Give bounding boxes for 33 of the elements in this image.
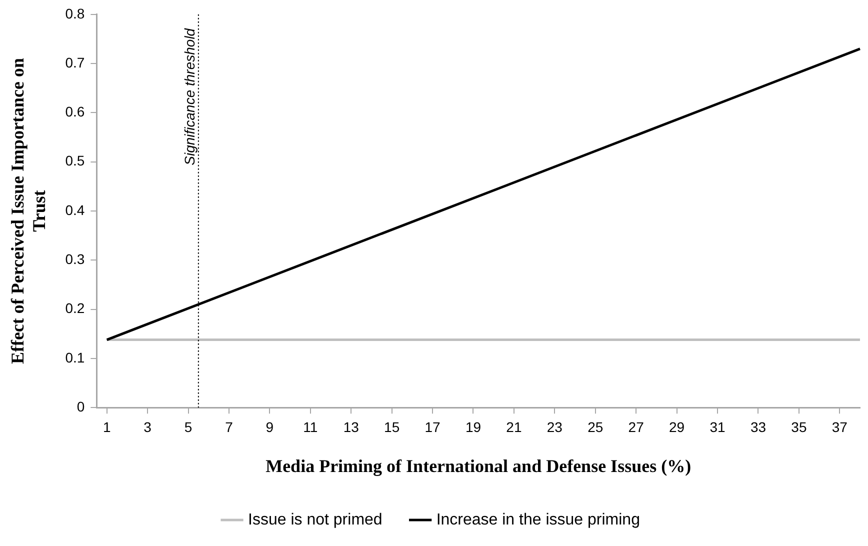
y-tick-label: 0 <box>76 398 85 414</box>
x-tick-label: 11 <box>303 418 318 435</box>
x-tick-label: 3 <box>144 418 152 435</box>
x-tick-label: 33 <box>750 418 766 435</box>
x-tick-label: 15 <box>384 418 400 435</box>
x-tick-label: 1 <box>102 418 111 435</box>
x-tick-label: 21 <box>506 418 522 435</box>
x-tick-label: 19 <box>465 418 482 435</box>
y-tick-label: 0.8 <box>65 5 85 22</box>
y-tick-label: 0.2 <box>65 300 85 316</box>
legend-label: Issue is not primed <box>248 511 382 528</box>
x-tick-label: 23 <box>546 418 563 435</box>
ref-line-label: Significance threshold <box>181 27 198 166</box>
y-tick-label: 0.1 <box>65 349 85 366</box>
y-tick-label: 0.4 <box>65 202 85 218</box>
y-tick-label: 0.5 <box>65 152 85 169</box>
legend-label: Increase in the issue priming <box>436 511 640 528</box>
x-axis-title: Media Priming of International and Defense Issues (%) <box>266 456 692 476</box>
x-tick-label: 31 <box>710 418 726 435</box>
x-tick-label: 13 <box>343 418 360 435</box>
y-tick-label: 0.7 <box>65 54 85 70</box>
x-tick-label: 7 <box>225 418 234 435</box>
x-tick-label: 17 <box>424 418 441 435</box>
x-tick-label: 35 <box>791 418 807 435</box>
x-tick-label: 27 <box>628 418 644 435</box>
x-tick-label: 29 <box>669 418 685 435</box>
x-tick-label: 25 <box>588 418 604 435</box>
y-tick-label: 0.3 <box>65 251 85 268</box>
x-tick-label: 9 <box>266 418 274 435</box>
y-axis-title: Effect of Perceived Issue Importance on Trust <box>7 58 50 364</box>
x-tick-label: 5 <box>184 418 192 435</box>
x-tick-label: 37 <box>832 418 848 435</box>
y-tick-label: 0.6 <box>65 104 85 120</box>
